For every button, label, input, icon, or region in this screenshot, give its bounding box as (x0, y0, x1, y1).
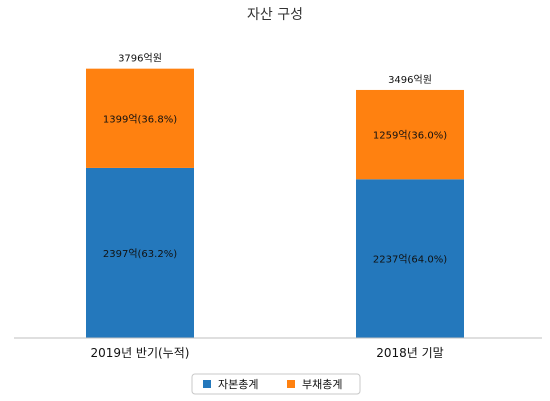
category-label-0: 2019년 반기(누적) (91, 346, 190, 360)
legend: 자본총계 부채총계 (191, 373, 361, 395)
legend-label-0: 자본총계 (218, 378, 258, 391)
category-label-1: 2018년 기말 (376, 346, 443, 360)
chart-title: 자산 구성 (247, 7, 303, 23)
legend-swatch-1 (287, 380, 295, 388)
segment-label-0-1: 2237억(64.0%) (373, 254, 447, 266)
segment-label-1-0: 1399억(36.8%) (103, 113, 177, 125)
bar-segment-liabilities-0 (86, 68, 194, 168)
legend-box (191, 373, 361, 395)
bar-segment-equity-0 (86, 167, 194, 338)
bar-segment-liabilities-1 (356, 89, 464, 180)
segment-label-1-1: 1259억(36.0%) (373, 130, 447, 142)
legend-swatch-0 (203, 380, 211, 388)
bar-segment-equity-1 (356, 179, 464, 338)
total-label-0: 3796억원 (118, 53, 162, 65)
total-label-1: 3496억원 (388, 74, 432, 86)
legend-label-1: 부채총계 (302, 378, 342, 391)
bars-group: 2397억(63.2%) 1399억(36.8%) 3796억원 2019년 반기(누… (86, 53, 464, 360)
segment-label-0-0: 2397억(63.2%) (103, 248, 177, 260)
